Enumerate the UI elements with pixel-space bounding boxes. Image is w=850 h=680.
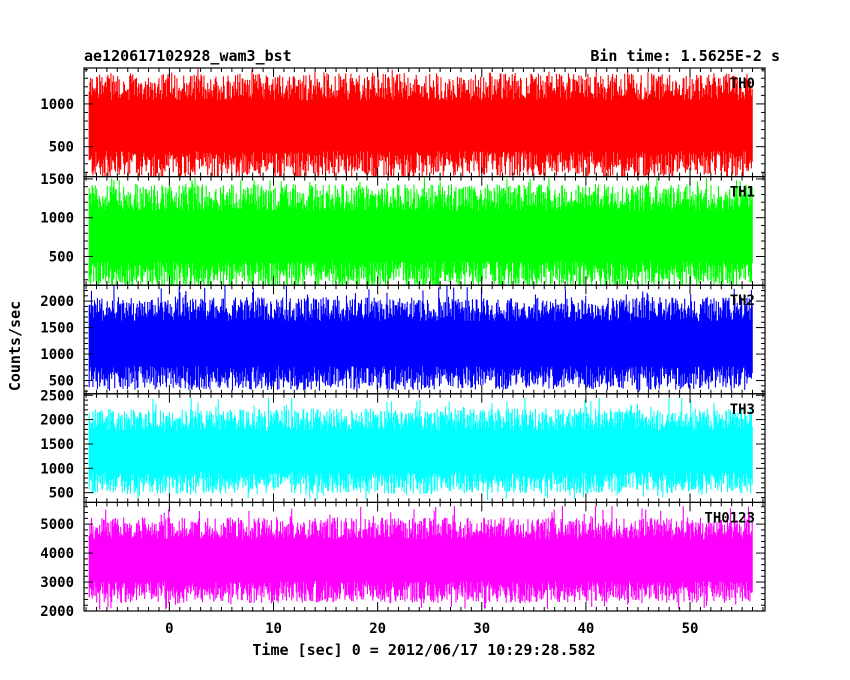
x-tick-label: 30 <box>473 621 490 637</box>
panel-th3: TH3 500 1000 1500 2000 2500 <box>40 388 766 503</box>
panel-frame <box>83 501 766 612</box>
y-tick-label: 500 <box>49 249 74 265</box>
series-th1 <box>88 177 753 286</box>
y-tick-label: 1500 <box>40 437 74 453</box>
series-th0123 <box>88 505 753 610</box>
x-tick-label: 0 <box>165 621 173 637</box>
x-tick-label: 10 <box>265 621 282 637</box>
panel-th2: TH2 500 1000 1500 2000 <box>40 284 766 395</box>
y-tick-label: 5000 <box>40 517 74 533</box>
series-th3 <box>88 397 753 500</box>
y-tick-label: 2000 <box>40 604 74 620</box>
bin-time-label: Bin time: 1.5625E-2 s <box>590 47 780 65</box>
y-tick-label: 500 <box>49 486 74 502</box>
x-axis: 0 10 20 30 40 50 <box>165 621 698 637</box>
panel-th1: TH1 500 1000 1500 <box>40 172 766 286</box>
panel-th0123: TH0123 2000 3000 4000 5000 <box>40 501 766 620</box>
y-tick-label: 500 <box>49 140 74 156</box>
y-tick-label: 1000 <box>40 347 74 363</box>
panel-label: TH0123 <box>704 510 755 526</box>
x-tick-label: 40 <box>577 621 594 637</box>
chart-title: ae120617102928_wam3_bst <box>84 47 292 65</box>
x-axis-label: Time [sec] 0 = 2012/06/17 10:29:28.582 <box>252 641 595 659</box>
series-th0 <box>88 68 753 177</box>
y-tick-label: 1000 <box>40 211 74 227</box>
panel-label: TH2 <box>730 293 755 309</box>
series-th2 <box>88 285 753 392</box>
panel-label: TH3 <box>730 402 755 418</box>
y-tick-label: 2000 <box>40 294 74 310</box>
x-tick-label: 50 <box>682 621 699 637</box>
x-tick-label: 20 <box>369 621 386 637</box>
panels-group: TH0 500 1000 TH1 500 1000 1500 TH2 500 1000 1500 20… <box>40 67 766 620</box>
panel-label: TH0 <box>730 76 755 92</box>
y-tick-label: 1000 <box>40 97 74 113</box>
panel-label: TH1 <box>730 185 755 201</box>
y-tick-label: 4000 <box>40 546 74 562</box>
y-tick-label: 500 <box>49 374 74 390</box>
y-tick-label: 2500 <box>40 388 74 404</box>
y-axis-label: Counts/sec <box>6 301 24 391</box>
panel-th0: TH0 500 1000 <box>40 67 766 178</box>
y-tick-label: 3000 <box>40 575 74 591</box>
y-tick-label: 1500 <box>40 172 74 188</box>
y-tick-label: 1500 <box>40 321 74 337</box>
y-tick-label: 1000 <box>40 461 74 477</box>
y-tick-label: 2000 <box>40 413 74 429</box>
